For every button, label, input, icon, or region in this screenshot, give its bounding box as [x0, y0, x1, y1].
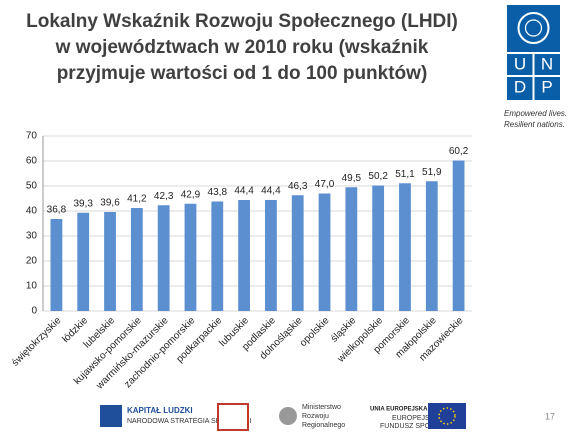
footer-text: Rozwoju: [302, 413, 329, 420]
data-label: 51,9: [422, 167, 442, 178]
logo-tagline: Resilient nations.: [504, 120, 565, 129]
eu-stars: [438, 407, 456, 425]
data-label: 39,3: [73, 198, 93, 209]
title-line: w województwach w 2010 roku (wskaźnik: [55, 37, 429, 58]
y-tick-label: 60: [26, 156, 38, 167]
bar: [452, 160, 465, 311]
data-label: 43,8: [208, 187, 228, 198]
data-label: 42,3: [154, 191, 174, 202]
footer-text: UNIA EUROPEJSKA: [370, 407, 428, 413]
x-tick-label: świętokrzyskie: [10, 315, 64, 369]
bar: [372, 185, 385, 311]
data-label: 47,0: [315, 179, 335, 190]
logo-letter: N: [541, 54, 553, 73]
y-tick-label: 10: [26, 281, 38, 292]
y-tick-label: 0: [31, 306, 37, 317]
bar: [291, 195, 304, 311]
bar: [399, 183, 411, 311]
y-tick-label: 50: [26, 181, 38, 192]
footer-text: NARODOWA STRATEGIA SPÓJNOŚCI: [127, 416, 252, 425]
data-label: 42,9: [181, 189, 201, 200]
bar: [77, 212, 90, 311]
bar: [211, 201, 224, 311]
bar: [238, 200, 250, 311]
data-label: 50,2: [368, 171, 388, 182]
page-number: 17: [545, 411, 555, 421]
logo-emblem: [524, 19, 543, 37]
bar: [318, 193, 331, 311]
data-label: 39,6: [100, 198, 120, 209]
logo-emblem: [517, 12, 550, 44]
title-line: przyjmuje wartości od 1 do 100 punktów): [57, 63, 428, 84]
bar: [345, 187, 358, 311]
data-label: 44,4: [234, 186, 254, 197]
bar: [184, 203, 197, 311]
footer-text: Ministerstwo: [302, 404, 341, 411]
footer-text: EUROPEJSKI: [392, 415, 436, 422]
title-line: Lokalny Wskaźnik Rozwoju Społecznego (LH…: [26, 11, 458, 32]
x-tick-label: opolskie: [298, 315, 332, 349]
y-tick-label: 30: [26, 231, 38, 242]
eu-flag: [428, 403, 466, 429]
data-label: 60,2: [449, 146, 469, 157]
footer-text: FUNDUSZ SPOŁECZNY: [380, 423, 458, 430]
logo-letter: U: [514, 54, 526, 73]
regiony-icon: [217, 403, 249, 431]
y-tick-label: 20: [26, 256, 38, 267]
data-label: 44,4: [261, 186, 281, 197]
footer-text: Regionalnego: [302, 422, 345, 429]
y-tick-label: 70: [26, 131, 38, 142]
footer-text: KAPITAŁ LUDZKI: [127, 406, 193, 415]
logo-letter: D: [514, 77, 526, 96]
data-label: 46,3: [288, 181, 308, 192]
bar: [157, 205, 170, 311]
logo-letter: P: [541, 77, 552, 96]
data-label: 49,5: [342, 173, 362, 184]
y-tick-label: 40: [26, 206, 38, 217]
bar: [50, 219, 63, 311]
kapital-icon: [100, 405, 122, 427]
data-label: 36,8: [47, 205, 67, 216]
data-label: 51,1: [395, 169, 415, 180]
data-label: 41,2: [127, 194, 147, 205]
bar: [130, 208, 143, 311]
bar: [265, 200, 277, 311]
bar: [425, 181, 438, 311]
bar: [104, 212, 116, 311]
eagle-icon: [279, 407, 297, 425]
logo-tagline: Empowered lives.: [504, 109, 567, 118]
